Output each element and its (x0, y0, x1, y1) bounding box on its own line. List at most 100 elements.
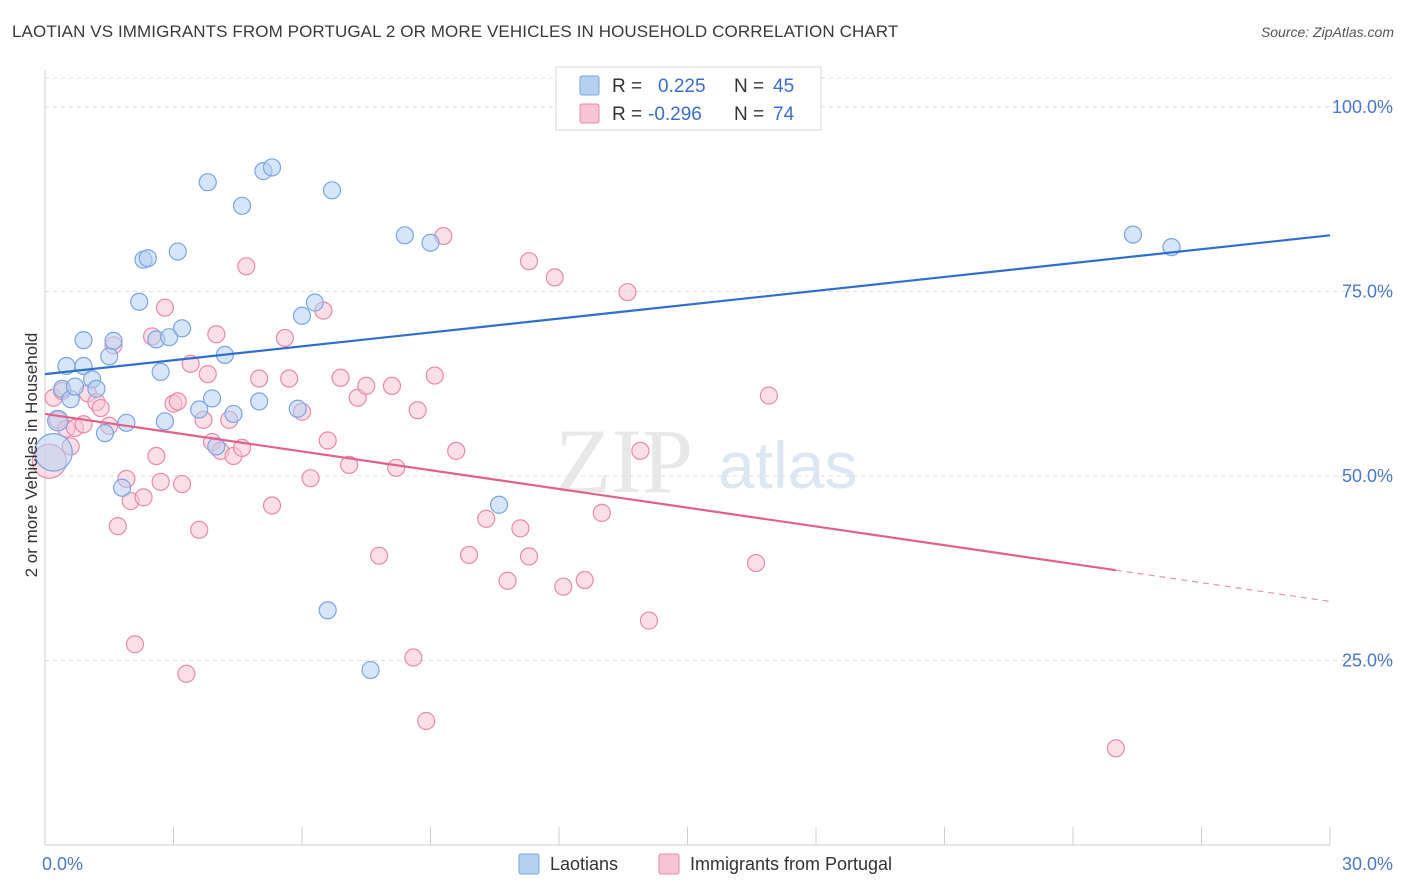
portugal-point (207, 325, 226, 344)
portugal-point (511, 519, 530, 538)
watermark-atlas: atlas (718, 428, 857, 502)
bottom-legend-swatch-laotians (518, 853, 540, 875)
laotian-point (87, 379, 106, 398)
x-tick-label: 0.0% (42, 854, 83, 874)
laotian-point (190, 400, 209, 419)
bottom-legend-label-portugal: Immigrants from Portugal (690, 854, 892, 874)
laotian-point (160, 328, 179, 347)
laotian-point (489, 495, 509, 514)
portugal-point (250, 369, 269, 388)
laotian-point (74, 331, 93, 350)
laotian-point (112, 478, 132, 497)
laotian-point (322, 181, 342, 200)
series-legend: Laotians Immigrants from Portugal (518, 853, 892, 875)
portugal-point (746, 553, 766, 573)
laotian-point (250, 392, 269, 411)
legend-r-label-2: R = (612, 104, 642, 125)
portugal-point (168, 392, 187, 411)
correlation-legend: R = 0.225 N = 45 R = -0.296 N = 74 (555, 66, 822, 131)
portugal-point (125, 635, 145, 654)
portugal-point (134, 488, 153, 507)
portugal-point (275, 328, 294, 348)
portugal-point (318, 431, 337, 450)
portugal-point (498, 571, 517, 590)
laotian-point (1123, 225, 1143, 244)
portugal-point (172, 474, 192, 494)
legend-n-value-1: 45 (773, 76, 794, 97)
source-credit: Source: ZipAtlas.com (1260, 24, 1394, 40)
laotian-point (117, 413, 136, 432)
laotian-point (172, 319, 192, 338)
laotian-point (95, 424, 115, 443)
bottom-legend-label-laotians: Laotians (550, 854, 618, 874)
y-tick-label: 75.0% (1342, 281, 1393, 301)
portugal-point (554, 577, 573, 596)
portugal-point (262, 496, 282, 515)
laotian-point (34, 433, 73, 472)
laotian-point (288, 399, 307, 418)
laotian-point (305, 293, 324, 312)
legend-n-label-1: N = (734, 76, 764, 97)
laotian-point (100, 347, 119, 366)
portugal-point (519, 252, 539, 271)
laotian-point (168, 242, 187, 261)
portugal-point (575, 570, 594, 590)
portugal-point (404, 648, 423, 667)
legend-swatch-portugal (579, 103, 600, 124)
legend-n-value-2: 74 (773, 104, 795, 125)
portugal-point (190, 520, 209, 539)
laotian-point (421, 233, 440, 252)
laotian-point (198, 173, 217, 192)
legend-r-value-2: -0.296 (648, 104, 702, 125)
laotian-point (104, 331, 123, 350)
laotian-point (155, 412, 175, 431)
watermark-zip: ZIP (555, 410, 693, 512)
laotian-point (65, 377, 85, 396)
legend-r-label-1: R = (612, 76, 642, 97)
portugal-point (331, 368, 350, 387)
portugal-point (370, 546, 389, 565)
trend-lines (44, 234, 1331, 603)
portugal-point (382, 376, 402, 396)
portugal-point (759, 386, 778, 405)
portugal-point (519, 547, 539, 566)
laotian-point (292, 306, 312, 325)
watermark: ZIP atlas (555, 410, 857, 512)
portugal-point (408, 401, 427, 420)
portugal-point (425, 366, 444, 385)
bottom-legend-swatch-portugal (658, 853, 680, 875)
legend-n-label-2: N = (734, 104, 764, 125)
portugal-point (639, 611, 659, 630)
laotian-point (318, 601, 337, 620)
laotian-point (202, 389, 222, 408)
portugal-point (151, 472, 170, 491)
portugal-point (301, 469, 320, 488)
laotian-point (138, 249, 157, 268)
y-tick-label: 25.0% (1342, 650, 1393, 670)
laotian-point (130, 292, 149, 311)
series-laotians (34, 158, 1181, 680)
legend-swatch-laotians (579, 75, 600, 96)
chart-title: LAOTIAN VS IMMIGRANTS FROM PORTUGAL 2 OR… (12, 22, 899, 41)
portugal-point (147, 446, 166, 466)
x-tick-label: 30.0% (1342, 854, 1393, 874)
laotian-point (151, 362, 170, 381)
gridlines (45, 77, 1392, 661)
portugal-point (237, 257, 256, 276)
portugal-point (631, 441, 650, 460)
trend-line-portugal (44, 412, 1116, 572)
laotian-point (224, 404, 243, 424)
portugal-point (618, 283, 637, 302)
laotian-point (232, 196, 252, 215)
portugal-point (340, 455, 359, 474)
laotian-point (361, 660, 380, 680)
portugal-point (417, 711, 436, 731)
trend-line-laotians (44, 234, 1331, 376)
portugal-point (477, 509, 496, 528)
tick-labels: 25.0% 50.0% 75.0% 100.0% 0.0% 30.0% (42, 97, 1393, 874)
legend-r-value-1: 0.225 (658, 76, 706, 97)
portugal-point (108, 517, 127, 536)
portugal-point (545, 268, 564, 287)
portugal-point (387, 458, 406, 477)
